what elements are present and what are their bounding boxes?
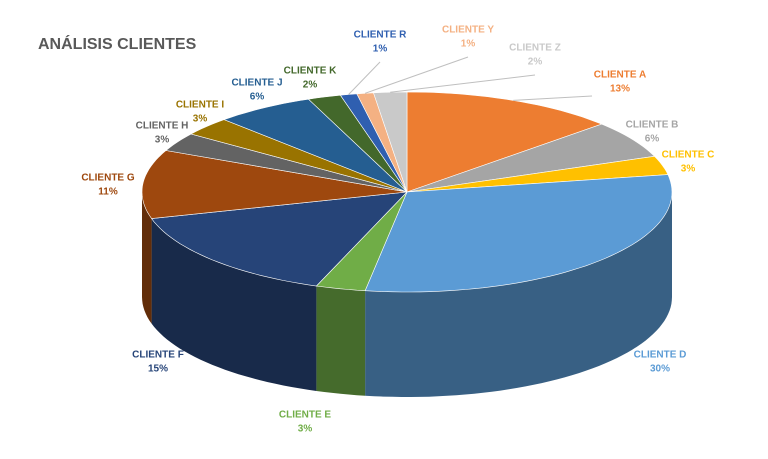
data-label-value: 2%	[303, 80, 318, 91]
data-label-value: 13%	[610, 84, 630, 95]
slice-side	[316, 286, 366, 396]
data-label-name: CLIENTE H	[136, 121, 189, 132]
data-label-name: CLIENTE C	[662, 150, 715, 161]
data-label-name: CLIENTE F	[132, 350, 184, 361]
slice	[151, 191, 408, 287]
data-label-value: 3%	[298, 424, 313, 435]
slice	[406, 155, 669, 193]
leader-line	[348, 61, 381, 95]
data-label-name: CLIENTE Y	[442, 25, 494, 36]
slice-side	[151, 218, 317, 391]
slice	[315, 191, 408, 292]
data-label-name: CLIENTE G	[81, 173, 135, 184]
data-label-value: 2%	[528, 57, 543, 68]
data-label-value: 1%	[373, 44, 388, 55]
data-label-value: 3%	[193, 114, 208, 125]
data-label-name: CLIENTE A	[594, 70, 646, 81]
data-label-name: CLIENTE J	[231, 78, 282, 89]
data-label-value: 3%	[155, 135, 170, 146]
chart-title: ANÁLISIS CLIENTES	[38, 34, 197, 53]
slice	[141, 150, 408, 219]
slice	[223, 98, 408, 193]
data-label-name: CLIENTE Z	[509, 43, 561, 54]
data-label-value: 1%	[461, 39, 476, 50]
data-label-name: CLIENTE D	[634, 350, 687, 361]
data-label-name: CLIENTE R	[354, 30, 408, 41]
slice	[165, 133, 408, 193]
data-label-name: CLIENTE E	[279, 410, 332, 421]
data-label-value: 30%	[650, 364, 670, 375]
data-label-value: 11%	[98, 187, 118, 198]
data-label-name: CLIENTE B	[626, 120, 679, 131]
slice-side	[142, 192, 152, 324]
data-label-name: CLIENTE K	[284, 66, 338, 77]
slice	[190, 119, 408, 193]
slice	[364, 174, 673, 293]
slice	[406, 123, 656, 193]
data-label-name: CLIENTE I	[176, 100, 225, 111]
slice-side	[365, 192, 672, 397]
leader-line	[513, 95, 593, 101]
data-label-value: 6%	[645, 134, 660, 145]
leader-line	[390, 74, 536, 93]
data-label-value: 15%	[148, 364, 168, 375]
data-label-value: 6%	[250, 92, 265, 103]
leader-line	[364, 56, 469, 94]
data-label-value: 3%	[681, 164, 696, 175]
